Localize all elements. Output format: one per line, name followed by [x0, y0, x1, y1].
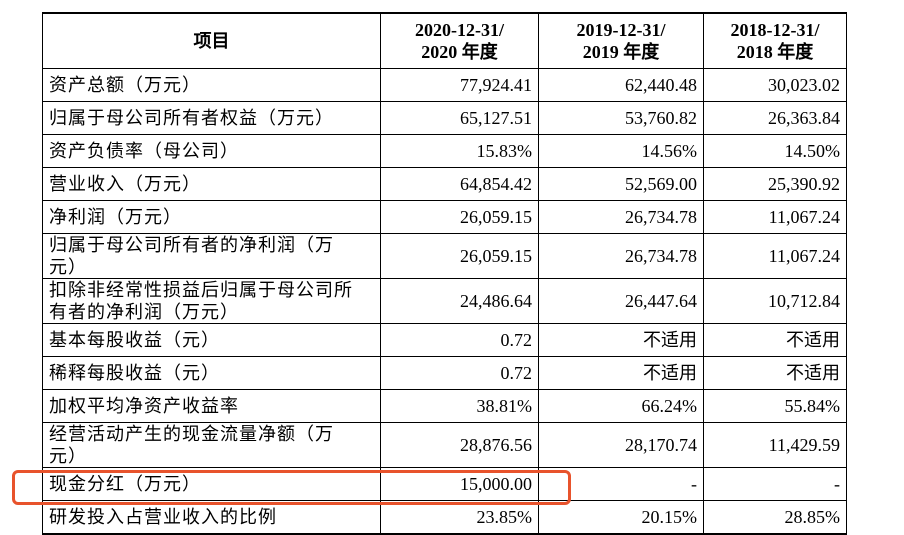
value-cell: 55.84%: [703, 389, 847, 423]
value-cell: 14.50%: [703, 134, 847, 168]
row-label: 基本每股收益（元）: [42, 323, 381, 357]
header-cell: 2019-12-31/ 2019 年度: [538, 12, 704, 69]
value-cell: 28,170.74: [538, 422, 704, 468]
value-cell: 26,059.15: [380, 233, 539, 279]
value-cell: 26,734.78: [538, 233, 704, 279]
row-label: 资产负债率（母公司）: [42, 134, 381, 168]
value-cell: 15,000.00: [380, 467, 539, 501]
value-cell: 25,390.92: [703, 167, 847, 201]
row-label: 稀释每股收益（元）: [42, 356, 381, 390]
table-row: 扣除非经常性损益后归属于母公司所有者的净利润（万元） 24,486.64 26,44…: [42, 278, 847, 324]
value-cell: 26,363.84: [703, 101, 847, 135]
table-body: 资产总额（万元） 77,924.41 62,440.48 30,023.02 归属于母公…: [42, 68, 847, 535]
value-cell: 不适用: [703, 356, 847, 390]
value-cell: 26,059.15: [380, 200, 539, 234]
table-row: 经营活动产生的现金流量净额（万元） 28,876.56 28,170.74 11,42…: [42, 422, 847, 468]
row-label: 经营活动产生的现金流量净额（万元）: [42, 422, 381, 468]
table-row: 资产总额（万元） 77,924.41 62,440.48 30,023.02: [42, 68, 847, 102]
header-cell: 2018-12-31/ 2018 年度: [703, 12, 847, 69]
table-row: 基本每股收益（元） 0.72 不适用 不适用: [42, 323, 847, 357]
row-label: 资产总额（万元）: [42, 68, 381, 102]
value-cell: 26,447.64: [538, 278, 704, 324]
header-row: 项目 2020-12-31/ 2020 年度 2019-12-31/ 2019 年度…: [42, 12, 847, 69]
row-label: 现金分红（万元）: [42, 467, 381, 501]
header-cell: 2020-12-31/ 2020 年度: [380, 12, 539, 69]
value-cell: 0.72: [380, 356, 539, 390]
value-cell: 53,760.82: [538, 101, 704, 135]
value-cell: 28.85%: [703, 500, 847, 535]
row-label: 营业收入（万元）: [42, 167, 381, 201]
value-cell: 24,486.64: [380, 278, 539, 324]
value-cell: 64,854.42: [380, 167, 539, 201]
value-cell: 30,023.02: [703, 68, 847, 102]
value-cell: 38.81%: [380, 389, 539, 423]
value-cell: 不适用: [538, 323, 704, 357]
row-label: 净利润（万元）: [42, 200, 381, 234]
table-row: 归属于母公司所有者的净利润（万元） 26,059.15 26,734.78 11,06…: [42, 233, 847, 279]
highlight-box: [12, 469, 571, 505]
value-cell: 11,067.24: [703, 200, 847, 234]
value-cell: 62,440.48: [538, 68, 704, 102]
value-cell: 26,734.78: [538, 200, 704, 234]
row-label: 归属于母公司所有者权益（万元）: [42, 101, 381, 135]
row-label: 研发投入占营业收入的比例: [42, 500, 381, 535]
value-cell: 23.85%: [380, 500, 539, 535]
table-row: 净利润（万元） 26,059.15 26,734.78 11,067.24: [42, 200, 847, 234]
value-cell: 15.83%: [380, 134, 539, 168]
value-cell: 0.72: [380, 323, 539, 357]
value-cell: 77,924.41: [380, 68, 539, 102]
row-label: 扣除非经常性损益后归属于母公司所有者的净利润（万元）: [42, 278, 381, 324]
value-cell: 52,569.00: [538, 167, 704, 201]
value-cell: 11,067.24: [703, 233, 847, 279]
row-label: 加权平均净资产收益率: [42, 389, 381, 423]
table-row: 资产负债率（母公司） 15.83% 14.56% 14.50%: [42, 134, 847, 168]
table-row: 研发投入占营业收入的比例 23.85% 20.15% 28.85%: [42, 500, 847, 535]
header-cell: 项目: [42, 12, 381, 69]
table-row: 稀释每股收益（元） 0.72 不适用 不适用: [42, 356, 847, 390]
table-row: 归属于母公司所有者权益（万元） 65,127.51 53,760.82 26,363.…: [42, 101, 847, 135]
value-cell: 11,429.59: [703, 422, 847, 468]
value-cell: 不适用: [703, 323, 847, 357]
table-row: 加权平均净资产收益率 38.81% 66.24% 55.84%: [42, 389, 847, 423]
value-cell: 28,876.56: [380, 422, 539, 468]
value-cell: 65,127.51: [380, 101, 539, 135]
value-cell: 10,712.84: [703, 278, 847, 324]
value-cell: 20.15%: [538, 500, 704, 535]
table-row: 营业收入（万元） 64,854.42 52,569.00 25,390.92: [42, 167, 847, 201]
value-cell: 不适用: [538, 356, 704, 390]
value-cell: 66.24%: [538, 389, 704, 423]
value-cell: 14.56%: [538, 134, 704, 168]
value-cell: -: [703, 467, 847, 501]
financial-table: 项目 2020-12-31/ 2020 年度 2019-12-31/ 2019 年度…: [42, 12, 847, 535]
row-label: 归属于母公司所有者的净利润（万元）: [42, 233, 381, 279]
